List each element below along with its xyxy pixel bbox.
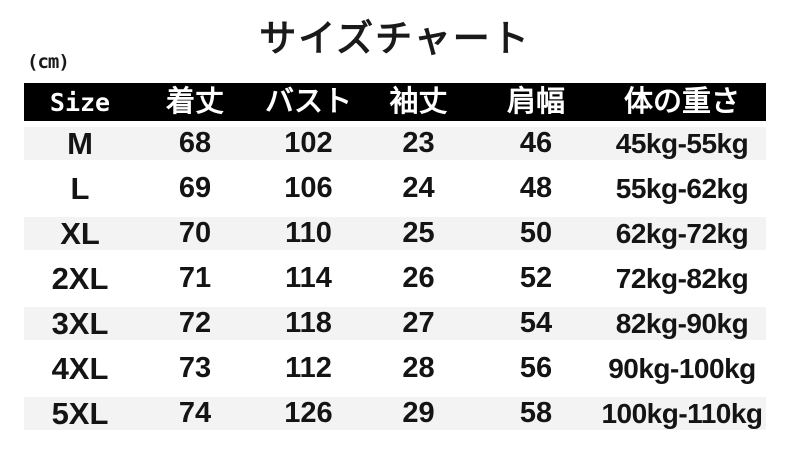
- weight-cell: 72kg-82kg: [615, 262, 749, 294]
- table-row: M 68 102 23 46 45kg-55kg: [24, 121, 766, 166]
- weight-cell: 62kg-72kg: [615, 217, 749, 249]
- sleeve-cell: 28: [402, 352, 435, 384]
- length-cell: 72: [178, 307, 212, 339]
- size-cell: L: [70, 171, 90, 206]
- sleeve-cell: 29: [402, 397, 435, 429]
- page-title: サイズチャート: [259, 18, 531, 59]
- bust-cell: 106: [284, 172, 333, 204]
- size-cell: 3XL: [51, 306, 109, 341]
- size-cell: XL: [60, 216, 100, 251]
- length-cell: 68: [178, 127, 212, 159]
- table-row: 3XL 72 118 27 54 82kg-90kg: [24, 301, 766, 346]
- bust-cell: 112: [285, 352, 332, 384]
- sleeve-cell: 26: [402, 262, 435, 294]
- shoulder-cell: 54: [519, 307, 553, 339]
- sleeve-cell: 24: [402, 172, 435, 204]
- bust-cell: 118: [285, 307, 332, 339]
- sleeve-cell: 25: [402, 217, 435, 249]
- shoulder-cell: 48: [519, 172, 553, 204]
- shoulder-cell: 52: [519, 262, 553, 294]
- bust-cell: 126: [284, 397, 333, 429]
- bust-cell: 114: [285, 262, 332, 294]
- size-cell: 2XL: [51, 261, 109, 296]
- size-table: Size 着丈 バスト 袖丈 肩幅 体の重さ M 68 102 23 46 45…: [24, 83, 766, 436]
- size-cell: 5XL: [51, 396, 109, 431]
- size-cell: 4XL: [51, 351, 109, 386]
- header-size: Size: [49, 87, 111, 117]
- weight-cell: 90kg-100kg: [608, 352, 756, 384]
- table-row: 2XL 71 114 26 52 72kg-82kg: [24, 256, 766, 301]
- header-shoulder: 肩幅: [506, 85, 565, 118]
- table-row: 4XL 73 112 28 56 90kg-100kg: [24, 346, 766, 391]
- size-cell: M: [67, 126, 93, 161]
- unit-label: (cm): [27, 51, 70, 73]
- length-cell: 69: [178, 172, 212, 204]
- bust-cell: 110: [285, 217, 332, 249]
- table-header-row: Size 着丈 バスト 袖丈 肩幅 体の重さ: [24, 83, 766, 121]
- length-cell: 73: [178, 352, 212, 384]
- header-sleeve: 袖丈: [389, 85, 448, 118]
- header-weight: 体の重さ: [623, 85, 740, 118]
- weight-cell: 100kg-110kg: [601, 397, 763, 429]
- length-cell: 71: [178, 262, 212, 294]
- table-row: 5XL 74 126 29 58 100kg-110kg: [24, 391, 766, 436]
- table-row: L 69 106 24 48 55kg-62kg: [24, 166, 766, 211]
- header-bust: バスト: [264, 85, 352, 118]
- shoulder-cell: 56: [519, 352, 553, 384]
- sleeve-cell: 27: [402, 307, 435, 339]
- header-length: 着丈: [165, 85, 224, 118]
- sleeve-cell: 23: [402, 127, 435, 159]
- length-cell: 74: [178, 397, 212, 429]
- shoulder-cell: 58: [519, 397, 553, 429]
- table-row: XL 70 110 25 50 62kg-72kg: [24, 211, 766, 256]
- weight-cell: 82kg-90kg: [615, 307, 749, 339]
- shoulder-cell: 50: [519, 217, 553, 249]
- length-cell: 70: [178, 217, 212, 249]
- shoulder-cell: 46: [519, 127, 553, 159]
- weight-cell: 55kg-62kg: [615, 172, 749, 204]
- weight-cell: 45kg-55kg: [615, 127, 749, 159]
- bust-cell: 102: [284, 127, 333, 159]
